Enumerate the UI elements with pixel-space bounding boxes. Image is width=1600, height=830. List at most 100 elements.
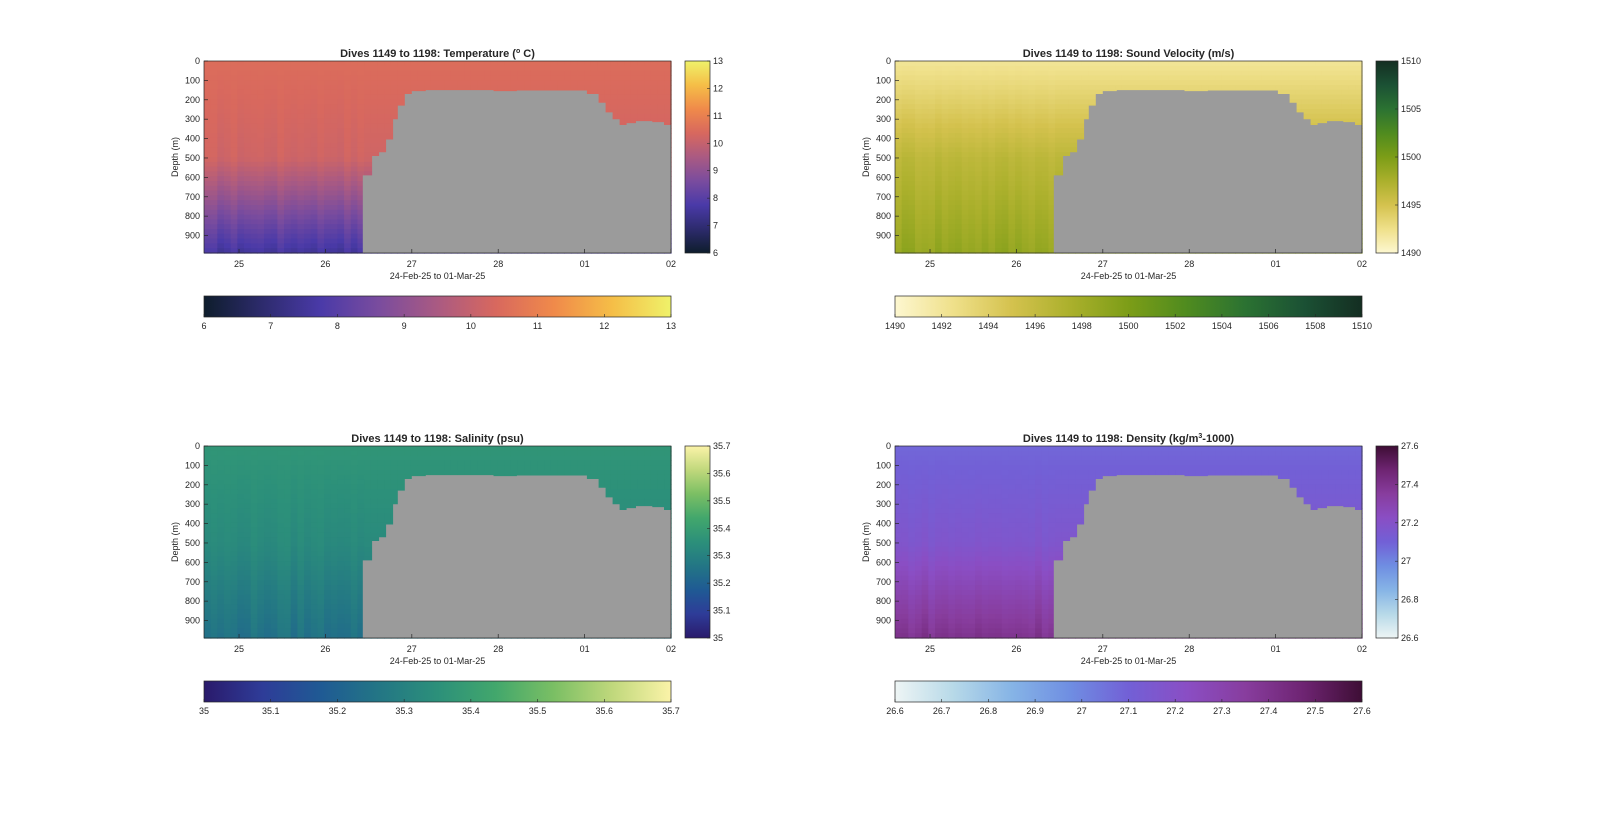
heatmap-cell <box>237 133 245 139</box>
heatmap-cell <box>290 142 298 148</box>
heatmap-cell <box>230 181 238 187</box>
heatmap-cell <box>257 209 265 216</box>
heatmap-cell <box>928 190 936 196</box>
heatmap-cell <box>915 171 923 177</box>
heatmap-cell <box>1008 181 1016 187</box>
heatmap-cell <box>357 80 365 86</box>
heatmap-cell <box>955 229 963 235</box>
heatmap-cell <box>437 85 445 91</box>
heatmap-cell <box>244 80 252 86</box>
heatmap-cell <box>384 61 392 67</box>
heatmap-cell <box>908 209 916 216</box>
heatmap-cell <box>1048 176 1056 182</box>
heatmap-cell <box>1028 152 1036 158</box>
heatmap-cell <box>1021 61 1030 67</box>
heatmap-cell <box>948 229 956 235</box>
side-colorbar-label: 8 <box>713 193 718 203</box>
heatmap-cell <box>928 147 936 153</box>
heatmap-cell <box>277 248 285 254</box>
heatmap-cell <box>304 157 312 163</box>
heatmap-cell <box>350 190 359 196</box>
heatmap-cell <box>204 229 212 235</box>
heatmap-cell <box>210 190 218 196</box>
heatmap-cell <box>224 80 232 86</box>
heatmap-cell <box>941 157 949 163</box>
no-data-region <box>362 90 671 253</box>
heatmap-cell <box>297 233 305 240</box>
heatmap-cell <box>1035 176 1043 182</box>
heatmap-cell <box>210 248 218 254</box>
heatmap-cell <box>895 85 903 91</box>
heatmap-cell <box>975 190 983 196</box>
heatmap-cell <box>224 118 232 124</box>
heatmap-cell <box>1088 75 1096 81</box>
heatmap-cell <box>264 248 272 254</box>
heatmap-cell <box>1068 142 1076 148</box>
heatmap-cell <box>968 65 976 72</box>
heatmap-cell <box>1028 161 1036 168</box>
heatmap-cell <box>975 185 983 192</box>
heatmap-cell <box>901 113 909 120</box>
heatmap-cell <box>350 133 359 139</box>
heatmap-cell <box>217 185 225 192</box>
heatmap-cell <box>330 152 339 158</box>
heatmap-cell <box>617 94 625 100</box>
heatmap-cell <box>988 137 996 144</box>
heatmap-cell <box>1081 65 1090 72</box>
heatmap-cell <box>357 137 365 144</box>
heatmap-cell <box>364 70 372 76</box>
heatmap-cell <box>935 85 943 91</box>
heatmap-cell <box>1188 65 1196 72</box>
heatmap-cell <box>377 118 385 124</box>
heatmap-cell <box>901 238 909 244</box>
heatmap-cell <box>995 80 1003 86</box>
heatmap-cell <box>204 75 212 81</box>
heatmap-cell <box>517 65 525 72</box>
heatmap-cell <box>510 85 519 91</box>
heatmap-cell <box>250 142 258 148</box>
heatmap-cell <box>1021 104 1030 110</box>
heatmap-cell <box>1175 65 1183 72</box>
heatmap-cell <box>270 190 278 196</box>
heatmap-cell <box>1041 133 1050 139</box>
heatmap-cell <box>1001 99 1010 105</box>
heatmap-cell <box>357 70 365 76</box>
heatmap-cell <box>895 157 903 163</box>
heatmap-cell <box>968 190 976 196</box>
heatmap-cell <box>961 190 969 196</box>
heatmap-cell <box>921 181 929 187</box>
heatmap-cell <box>510 65 519 72</box>
heatmap-cell <box>304 65 312 72</box>
heatmap-cell <box>237 248 245 254</box>
heatmap-cell <box>1075 133 1083 139</box>
heatmap-cell <box>935 137 943 144</box>
heatmap-cell <box>1021 70 1030 76</box>
heatmap-cell <box>1041 157 1050 163</box>
heatmap-cell <box>377 85 385 91</box>
side-colorbar-label: 6 <box>713 248 718 258</box>
heatmap-cell <box>921 89 929 96</box>
heatmap-cell <box>550 65 559 72</box>
heatmap-cell <box>617 89 625 96</box>
heatmap-cell <box>1081 94 1090 100</box>
heatmap-cell <box>297 176 305 182</box>
heatmap-cell <box>310 70 319 76</box>
heatmap-cell <box>1015 214 1023 220</box>
heatmap-cell <box>324 109 332 115</box>
heatmap-cell <box>664 65 672 72</box>
heatmap-cell <box>1195 80 1203 86</box>
heatmap-cell <box>317 157 325 163</box>
heatmap-cell <box>901 75 909 81</box>
heatmap-cell <box>941 152 949 158</box>
heatmap-cell <box>390 65 399 72</box>
heatmap-cell <box>981 171 989 177</box>
heatmap-cell <box>344 166 352 172</box>
heatmap-cell <box>297 137 305 144</box>
heatmap-cell <box>955 80 963 86</box>
heatmap-cell <box>590 80 599 86</box>
heatmap-cell <box>975 248 983 254</box>
heatmap-cell <box>1221 80 1230 86</box>
heatmap-cell <box>975 65 983 72</box>
heatmap-cell <box>270 229 278 235</box>
heatmap-cell <box>324 171 332 177</box>
